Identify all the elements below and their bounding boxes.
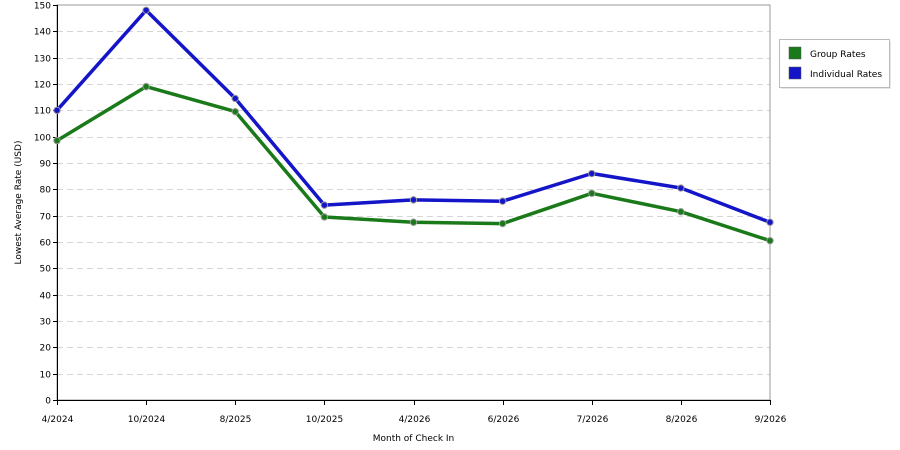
x-tick-label: 4/2024	[42, 415, 74, 425]
y-tick-label: 30	[40, 318, 52, 328]
y-tick-label: 70	[40, 213, 52, 223]
y-tick-label: 90	[40, 160, 52, 170]
data-point	[677, 208, 685, 216]
y-axis-title: Lowest Average Rate (USD)	[14, 141, 24, 265]
y-tick-label: 40	[40, 292, 52, 302]
legend-label: Individual Rates	[810, 70, 882, 80]
y-tick-label: 110	[34, 107, 51, 117]
data-point	[320, 213, 329, 221]
x-tick-label: 9/2026	[755, 415, 787, 425]
data-point	[588, 189, 596, 197]
data-point	[231, 107, 239, 116]
y-tick-label: 150	[34, 2, 51, 12]
data-point	[409, 196, 418, 204]
data-point	[320, 201, 329, 209]
y-tick-label: 80	[40, 186, 52, 196]
data-point	[588, 169, 596, 178]
y-tick-label: 0	[45, 397, 51, 407]
legend-swatch	[788, 46, 802, 60]
data-point	[409, 218, 418, 226]
x-tick-label: 10/2025	[306, 415, 343, 425]
data-point	[498, 219, 507, 228]
x-tick-label: 7/2026	[577, 415, 609, 425]
data-point	[142, 6, 150, 14]
data-point	[53, 106, 61, 115]
y-tick-label: 100	[34, 134, 51, 144]
y-tick-label: 50	[40, 265, 52, 275]
axes-layer: 0 10 20 30 40 50 60 70 80 90 100 110 120 130 140 150 4/2…	[34, 2, 787, 426]
y-tick-label: 10	[40, 371, 52, 381]
series-line	[55, 8, 772, 225]
x-tick-label: 8/2025	[220, 415, 252, 425]
x-tick-label: 4/2026	[399, 415, 431, 425]
legend-box	[779, 39, 890, 88]
legend-label: Group Rates	[810, 50, 866, 60]
x-tick-label: 10/2024	[128, 415, 166, 425]
x-tick-label: 8/2026	[666, 415, 698, 425]
data-point	[142, 82, 150, 91]
x-axis-title: Month of Check In	[373, 434, 455, 444]
y-tick-label: 60	[40, 239, 52, 249]
data-point	[766, 218, 774, 226]
y-tick-label: 140	[34, 28, 51, 38]
y-tick-label: 120	[34, 81, 51, 91]
y-tick-label: 130	[34, 55, 51, 65]
legend: Group Rates Individual Rates	[779, 39, 891, 89]
y-tick-label: 20	[40, 344, 52, 354]
x-tick-label: 6/2026	[488, 415, 520, 425]
series-line	[55, 84, 772, 243]
grid-layer	[57, 31, 770, 375]
data-point	[231, 94, 239, 103]
legend-swatch	[788, 66, 802, 80]
data-point	[53, 136, 61, 145]
data-point	[498, 197, 507, 205]
series-layer	[53, 6, 774, 245]
data-point	[766, 236, 774, 245]
data-point	[677, 184, 685, 192]
